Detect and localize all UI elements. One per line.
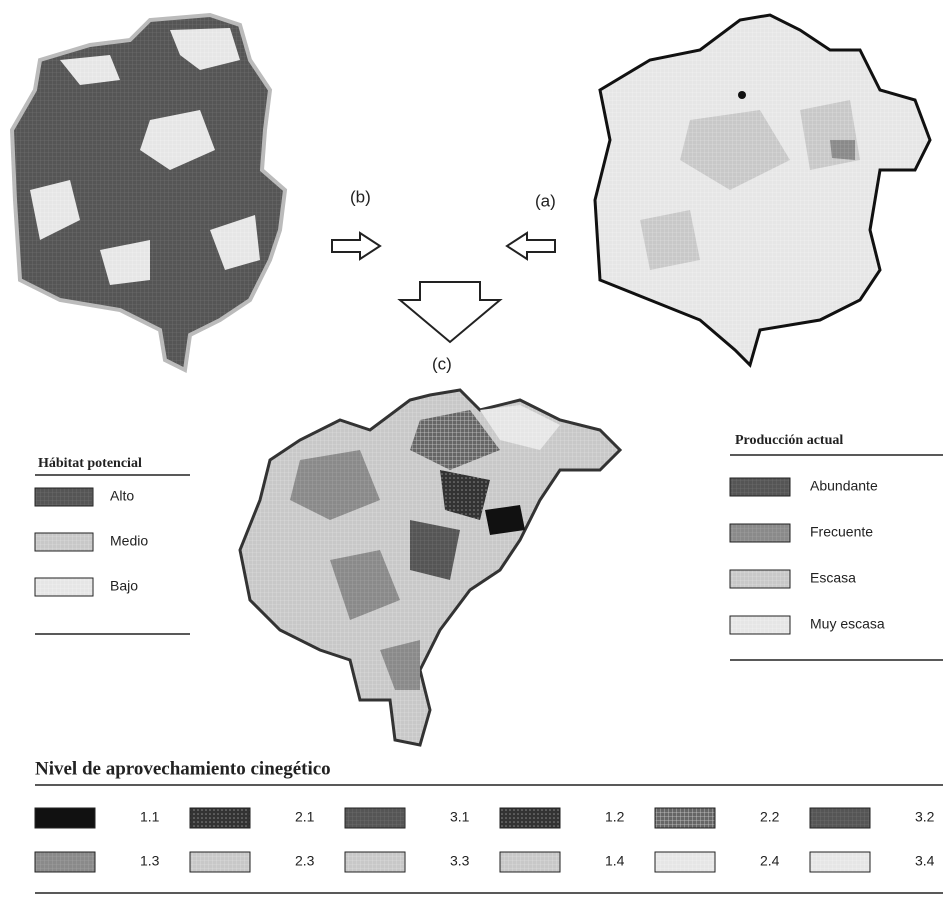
legend-code: 1.2	[605, 809, 625, 825]
legend-code: 3.3	[450, 853, 470, 869]
legend-swatch	[730, 524, 790, 542]
legend-label: Frecuente	[810, 524, 873, 540]
legend-swatch	[810, 852, 870, 872]
legend-code: 3.1	[450, 809, 470, 825]
legend-swatch	[810, 808, 870, 828]
legend-swatch	[35, 533, 93, 551]
legend-swatch	[730, 616, 790, 634]
legend-code: 2.3	[295, 853, 315, 869]
figure: (b) (a) (c) Hábitat potencial Producción…	[0, 0, 943, 897]
legend-code: 1.4	[605, 853, 625, 869]
legend-code: 3.4	[915, 853, 935, 869]
legend-label: Bajo	[110, 578, 138, 594]
map-label: (a)	[535, 191, 556, 210]
legend-title: Producción actual	[735, 433, 843, 448]
legend-swatch	[730, 570, 790, 588]
legend-swatch	[35, 852, 95, 872]
legend-code: 2.2	[760, 809, 780, 825]
arrows	[332, 233, 555, 342]
legend-title: Hábitat potencial	[38, 456, 142, 471]
legend-code: 3.2	[915, 809, 935, 825]
legend-swatch	[655, 852, 715, 872]
legend-swatch	[35, 488, 93, 506]
legend-code: 1.3	[140, 853, 160, 869]
legend-swatch	[35, 578, 93, 596]
legend-label: Muy escasa	[810, 616, 885, 632]
legend-label: Medio	[110, 533, 148, 549]
legend-code: 2.1	[295, 809, 315, 825]
legend-swatch	[190, 852, 250, 872]
legend-swatch	[345, 852, 405, 872]
legend-code: 1.1	[140, 809, 160, 825]
legend-swatch	[190, 808, 250, 828]
legend-swatch	[35, 808, 95, 828]
legend-code: 2.4	[760, 853, 780, 869]
legend-swatch	[500, 852, 560, 872]
map-c	[240, 390, 620, 745]
legend-swatch	[345, 808, 405, 828]
legend-swatch	[500, 808, 560, 828]
map-b	[12, 15, 285, 370]
map-a	[595, 15, 930, 365]
legend-swatch	[730, 478, 790, 496]
legend-title: Nivel de aprovechamiento cinegético	[35, 758, 331, 779]
map-label: (b)	[350, 187, 371, 206]
legend-label: Alto	[110, 488, 134, 504]
map-label: (c)	[432, 354, 452, 373]
legend-label: Escasa	[810, 570, 856, 586]
legend-swatch	[655, 808, 715, 828]
legend-label: Abundante	[810, 478, 878, 494]
